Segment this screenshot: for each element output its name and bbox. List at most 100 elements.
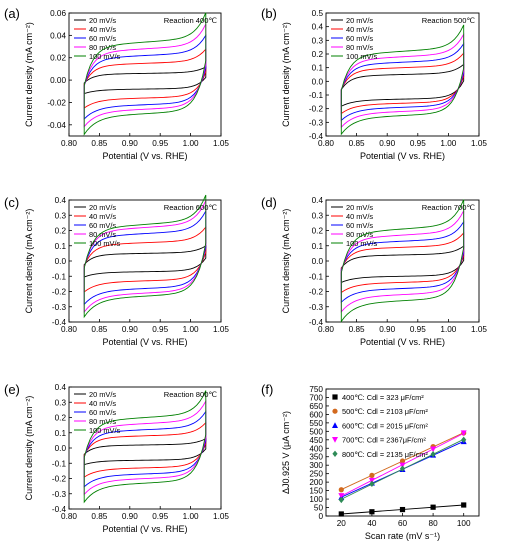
y-tick-label: 700 [309, 393, 323, 402]
x-axis-label: Potential (V vs. RHE) [102, 337, 187, 347]
x-tick-label: 80 [429, 519, 439, 528]
cv-curve [83, 245, 207, 278]
legend-label: 20 mV/s [346, 203, 373, 212]
legend-label: 80 mV/s [346, 43, 373, 52]
y-axis-label: Current density (mA cm⁻²) [24, 396, 34, 501]
cv-curve [83, 390, 207, 504]
y-tick-label: 0.1 [312, 242, 324, 251]
y-axis-label: Current density (mA cm⁻²) [24, 209, 34, 314]
y-tick-label: 400 [309, 444, 323, 453]
y-tick-label: -0.04 [47, 121, 66, 130]
reaction-annotation: Reaction 600℃ [164, 203, 218, 212]
legend-label: 100 mV/s [89, 52, 121, 61]
legend-label: 100 mV/s [89, 426, 121, 435]
cv-curve [340, 210, 465, 313]
data-point [430, 446, 437, 453]
legend-label: 40 mV/s [89, 399, 116, 408]
y-tick-label: 0.3 [312, 211, 324, 220]
data-point [332, 394, 338, 400]
y-axis-label: ΔJ0.925 V (μA cm⁻²) [281, 411, 291, 494]
cv-curve [83, 47, 207, 109]
panel-b: (b) 0.80 0.85 0.90 0.95 1.00 1.05 -0.4 -0.3 -0.2 -… [261, 6, 487, 161]
legend-label: 20 mV/s [89, 16, 116, 25]
y-tick-label: 0.2 [312, 50, 324, 59]
data-point [338, 487, 344, 493]
y-tick-label: 650 [309, 402, 323, 411]
x-tick-label: 0.95 [410, 139, 426, 148]
x-tick-label: 0.85 [349, 139, 365, 148]
panel-letter: (b) [261, 6, 277, 21]
y-tick-label: 350 [309, 453, 323, 462]
x-tick-label: 1.05 [213, 325, 229, 334]
y-tick-label: 0.0 [55, 257, 67, 266]
y-axis-label: Current density (mA cm⁻²) [281, 22, 291, 127]
y-axis-label: Current density (mA cm⁻²) [24, 22, 34, 127]
cv-curve [340, 42, 465, 122]
y-tick-label: 0.3 [55, 211, 67, 220]
data-point [332, 422, 338, 428]
cv-curve [340, 231, 465, 294]
y-tick-label: -0.2 [309, 105, 324, 114]
x-tick-label: 0.90 [122, 139, 138, 148]
data-point [461, 502, 467, 508]
y-tick-label: 0.0 [55, 444, 67, 453]
y-tick-label: 0.3 [55, 398, 67, 407]
reaction-annotation: Reaction 400℃ [164, 16, 218, 25]
cv-curve [83, 399, 207, 496]
data-point [430, 450, 436, 458]
data-point [332, 450, 338, 457]
legend-label: 80 mV/s [89, 230, 116, 239]
x-tick-label: 0.85 [349, 325, 365, 334]
legend-label: 400℃: Cdl = 323 μF/cm² [342, 393, 424, 402]
cv-curve [83, 225, 207, 293]
y-tick-label: 0.1 [312, 64, 324, 73]
data-point [338, 511, 344, 517]
legend-label: 60 mV/s [346, 34, 373, 43]
y-tick-label: -0.3 [309, 303, 324, 312]
x-tick-label: 0.80 [318, 139, 334, 148]
legend-label: 20 mV/s [89, 390, 116, 399]
x-tick-label: 1.00 [440, 139, 456, 148]
legend-label: 100 mV/s [346, 52, 378, 61]
legend-label: 100 mV/s [346, 239, 378, 248]
panel-c: (c) 0.80 0.85 0.90 0.95 1.00 1.05 -0.4 -0.3 -0.2 -… [4, 194, 229, 347]
x-axis-label: Potential (V vs. RHE) [102, 524, 187, 534]
legend-label: 40 mV/s [89, 25, 116, 34]
cv-curve [83, 194, 207, 319]
y-tick-label: 150 [309, 487, 323, 496]
y-tick-label: 750 [309, 385, 323, 394]
y-tick-label: -0.4 [309, 132, 324, 141]
cv-curve [83, 23, 207, 128]
x-tick-label: 40 [367, 519, 377, 528]
y-tick-label: -0.2 [52, 288, 67, 297]
y-tick-label: 0.04 [50, 31, 66, 40]
data-point [460, 430, 467, 437]
y-tick-label: -0.2 [309, 288, 324, 297]
x-tick-label: 0.95 [152, 139, 168, 148]
x-tick-label: 0.85 [91, 325, 107, 334]
x-axis-label: Potential (V vs. RHE) [360, 337, 445, 347]
y-tick-label: 450 [309, 436, 323, 445]
legend-label: 60 mV/s [89, 221, 116, 230]
reaction-annotation: Reaction 500℃ [422, 16, 476, 25]
x-tick-label: 100 [457, 519, 471, 528]
legend-label: 40 mV/s [346, 212, 373, 221]
data-point [369, 472, 375, 478]
x-tick-label: 0.80 [61, 325, 77, 334]
y-tick-label: 0 [318, 512, 323, 521]
data-point [399, 458, 406, 464]
cv-curve [83, 33, 207, 120]
cv-curve [340, 24, 465, 136]
y-tick-label: 0.4 [312, 196, 324, 205]
data-point [399, 506, 406, 513]
y-tick-label: -0.3 [52, 303, 67, 312]
panel-f: (f)20 40 60 80 10005010015020025030035040045… [261, 382, 480, 541]
x-tick-label: 1.00 [440, 325, 456, 334]
panel-letter: (e) [4, 382, 20, 397]
x-tick-label: 0.85 [91, 512, 107, 521]
y-tick-label: 500 [309, 427, 323, 436]
y-tick-label: 0.4 [312, 23, 324, 32]
panel-letter: (c) [4, 195, 19, 210]
legend-label: 700℃: Cdl = 2367μF/cm² [342, 436, 426, 445]
y-tick-label: 0.3 [312, 36, 324, 45]
